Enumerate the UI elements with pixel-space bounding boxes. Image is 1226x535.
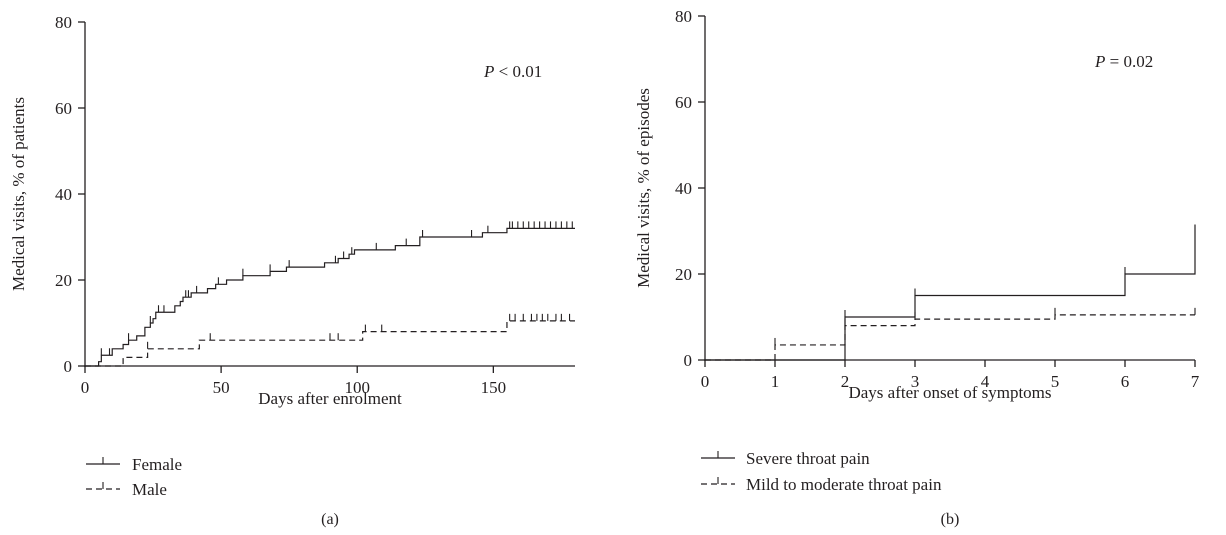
- y-tick-label: 0: [684, 351, 693, 370]
- legend-label: Male: [132, 480, 167, 499]
- p-value-annotation: P = 0.02: [1094, 52, 1153, 71]
- panel-a-kaplan-meier-chart: 0 20 40 60 80 0 50 100 150 Days after enrolment Me…: [9, 13, 575, 528]
- p-value-annotation: P < 0.01: [483, 62, 542, 81]
- x-axis-label: Days after enrolment: [258, 389, 402, 408]
- x-tick-label: 6: [1121, 372, 1130, 391]
- y-tick-label: 20: [675, 265, 692, 284]
- y-tick-label: 60: [675, 93, 692, 112]
- legend-label: Mild to moderate throat pain: [746, 475, 942, 494]
- x-tick-label: 1: [771, 372, 780, 391]
- x-tick-label: 3: [911, 372, 920, 391]
- series-line-dashed: [85, 320, 575, 367]
- x-tick-label: 4: [981, 372, 990, 391]
- series-line-solid: [85, 227, 575, 367]
- p-value-symbol: P: [1094, 52, 1105, 71]
- p-value-symbol: P: [483, 62, 494, 81]
- series-line-solid: [705, 224, 1196, 361]
- p-value-text: = 0.02: [1105, 52, 1153, 71]
- y-axis-label: Medical visits, % of episodes: [634, 88, 653, 288]
- y-tick-label: 20: [55, 271, 72, 290]
- panel-label: (b): [941, 511, 960, 528]
- x-tick-label: 7: [1191, 372, 1200, 391]
- p-value-text: < 0.01: [494, 62, 542, 81]
- x-tick-label: 150: [481, 378, 507, 397]
- x-tick-label: 5: [1051, 372, 1060, 391]
- x-tick-label: 2: [841, 372, 850, 391]
- series-line-dashed: [705, 314, 1195, 361]
- y-tick-label: 60: [55, 99, 72, 118]
- panel-b-kaplan-meier-chart: 0 20 40 60 80 0 1 2 3 4 5 6 7 Days after onset of sym…: [634, 7, 1200, 528]
- y-tick-label: 80: [55, 13, 72, 32]
- x-tick-label: 50: [213, 378, 230, 397]
- x-tick-label: 0: [81, 378, 90, 397]
- x-tick-label: 0: [701, 372, 710, 391]
- panel-label: (a): [321, 511, 339, 528]
- y-tick-label: 40: [55, 185, 72, 204]
- y-axis-label: Medical visits, % of patients: [9, 97, 28, 291]
- y-tick-label: 40: [675, 179, 692, 198]
- y-tick-label: 80: [675, 7, 692, 26]
- x-tick-label: 100: [344, 378, 370, 397]
- x-axis-label: Days after onset of symptoms: [848, 383, 1051, 402]
- legend-label: Female: [132, 455, 182, 474]
- y-tick-label: 0: [64, 357, 73, 376]
- legend-label: Severe throat pain: [746, 449, 870, 468]
